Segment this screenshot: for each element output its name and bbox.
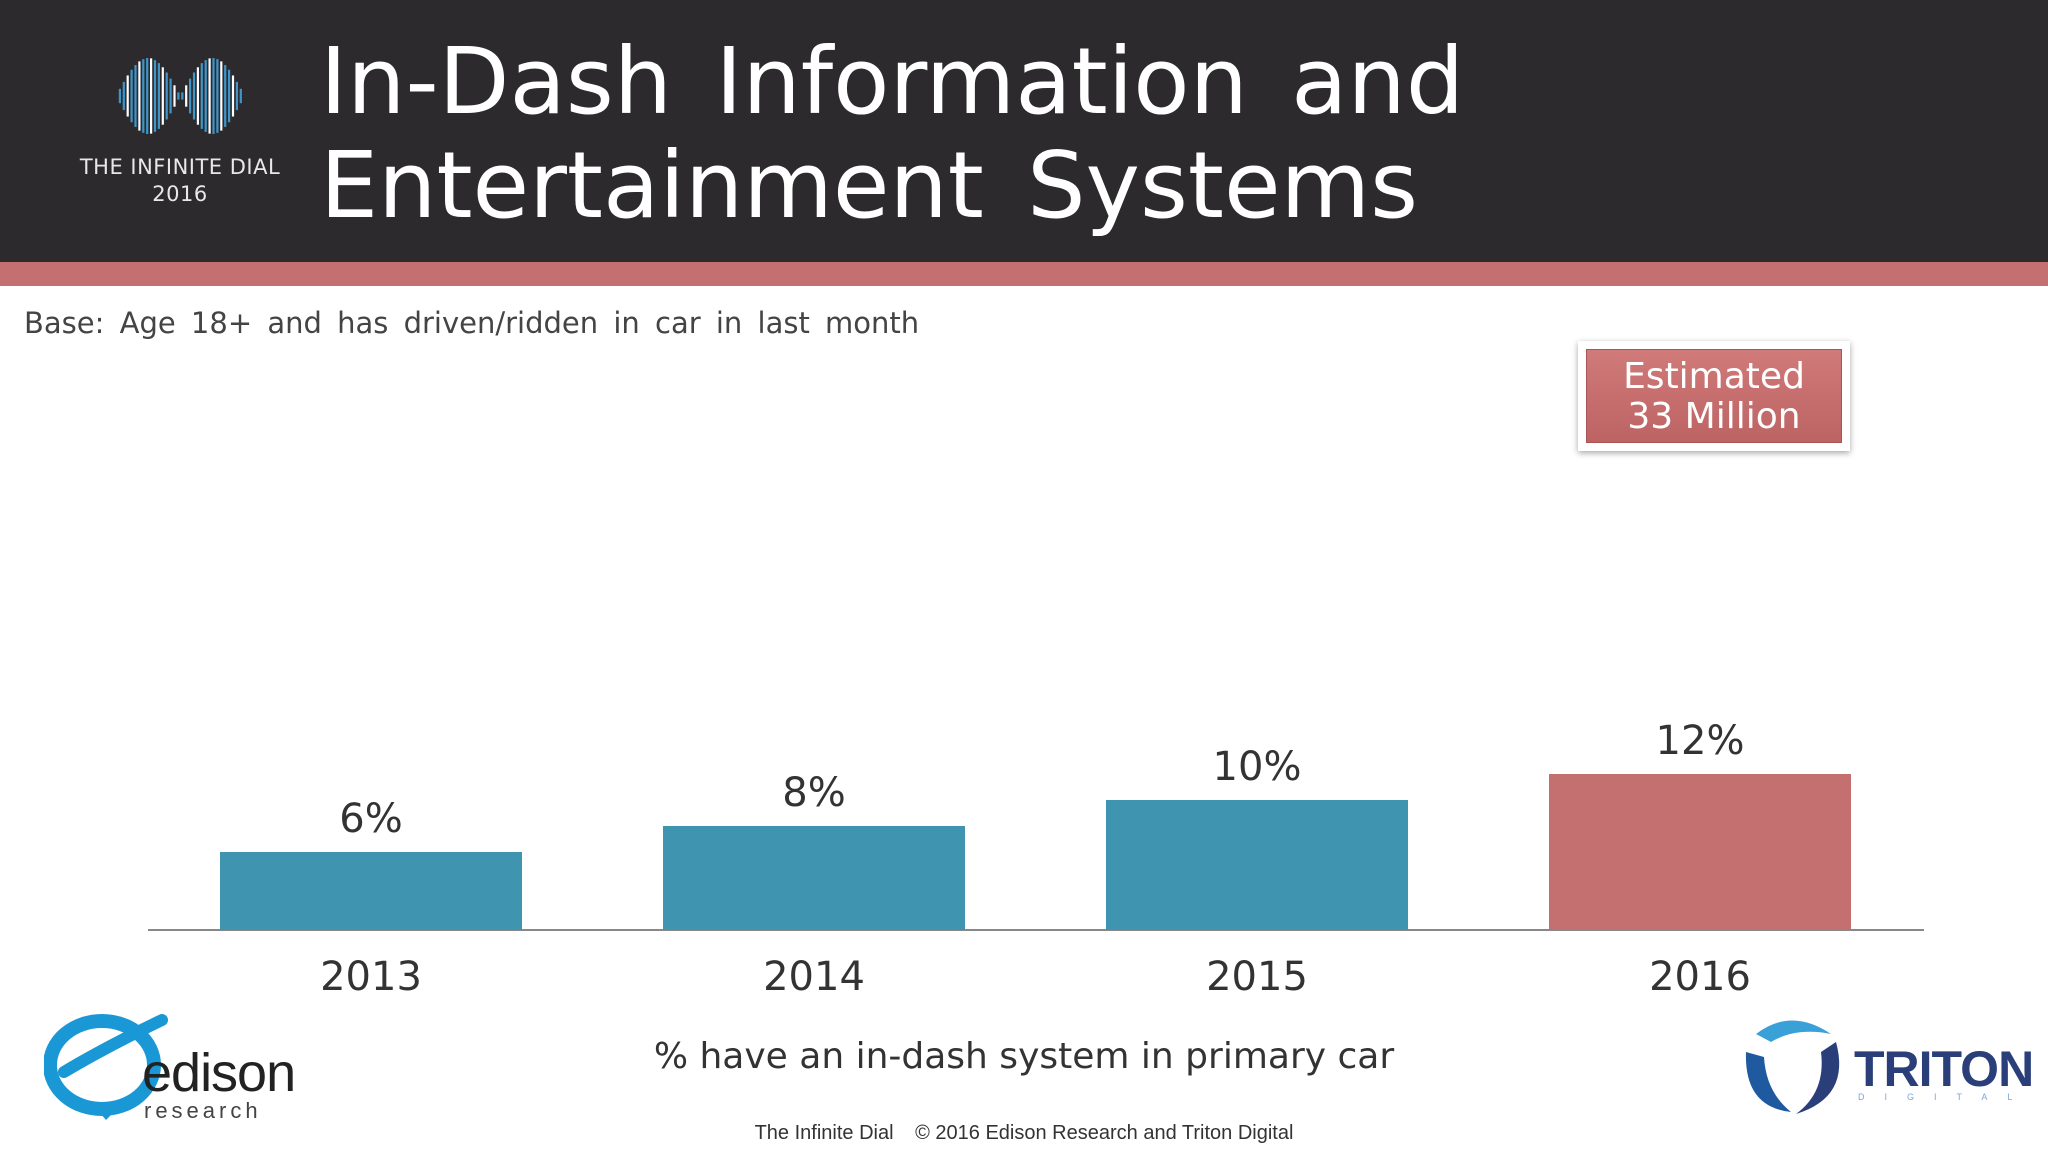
- estimate-callout-box: Estimated 33 Million: [1586, 349, 1842, 443]
- footer-right: © 2016 Edison Research and Triton Digita…: [915, 1122, 1294, 1144]
- bar-2013: [220, 852, 522, 930]
- logo-text: THE INFINITE DIAL 2016: [70, 154, 290, 208]
- bar-2015: [1106, 800, 1408, 930]
- category-label-2014: 2014: [763, 954, 865, 1000]
- category-label-2015: 2015: [1206, 954, 1308, 1000]
- base-note: Base: Age 18+ and has driven/ridden in c…: [24, 306, 920, 340]
- callout-line2: 33 Million: [1627, 396, 1801, 437]
- header-bar: THE INFINITE DIAL 2016 In-Dash Informati…: [0, 0, 2048, 262]
- triton-sub: DIGITAL: [1858, 1092, 2033, 1102]
- infinite-dial-logo: THE INFINITE DIAL 2016: [70, 50, 290, 220]
- callout-line1: Estimated: [1623, 356, 1805, 397]
- page-title: In-Dash Information and Entertainment Sy…: [320, 30, 1464, 238]
- category-label-2016: 2016: [1649, 954, 1751, 1000]
- triton-name: TRITON: [1854, 1041, 2034, 1097]
- page-title-line2: Entertainment Systems: [320, 132, 1419, 239]
- edison-research-logo: edison research: [44, 1010, 304, 1130]
- infinity-wave-icon: [118, 58, 242, 134]
- page-title-line1: In-Dash Information and: [320, 28, 1465, 135]
- logo-text-line1: THE INFINITE DIAL: [79, 155, 281, 179]
- chart-xlabel: % have an in-dash system in primary car: [653, 1036, 1395, 1077]
- edison-name: edison: [142, 1043, 296, 1103]
- value-label-2016: 12%: [1656, 718, 1745, 764]
- header-stripe: [0, 262, 2048, 286]
- edison-sub: research: [144, 1098, 262, 1123]
- estimate-callout: Estimated 33 Million: [1578, 341, 1850, 451]
- triton-digital-logo: TRITON DIGITAL: [1736, 1012, 2034, 1127]
- footer-left: The Infinite Dial: [754, 1122, 894, 1144]
- edison-e-logo-icon: [44, 1014, 168, 1120]
- footer: The Infinite Dial © 2016 Edison Research…: [0, 1122, 2048, 1145]
- value-label-2013: 6%: [339, 796, 402, 842]
- category-label-2013: 2013: [320, 954, 422, 1000]
- value-label-2014: 8%: [782, 770, 845, 816]
- logo-text-line2: 2016: [152, 182, 208, 206]
- triton-swirl-logo-icon: [1745, 1020, 1840, 1114]
- value-label-2015: 10%: [1213, 744, 1302, 790]
- bar-2016: [1549, 774, 1851, 930]
- bar-2014: [663, 826, 965, 930]
